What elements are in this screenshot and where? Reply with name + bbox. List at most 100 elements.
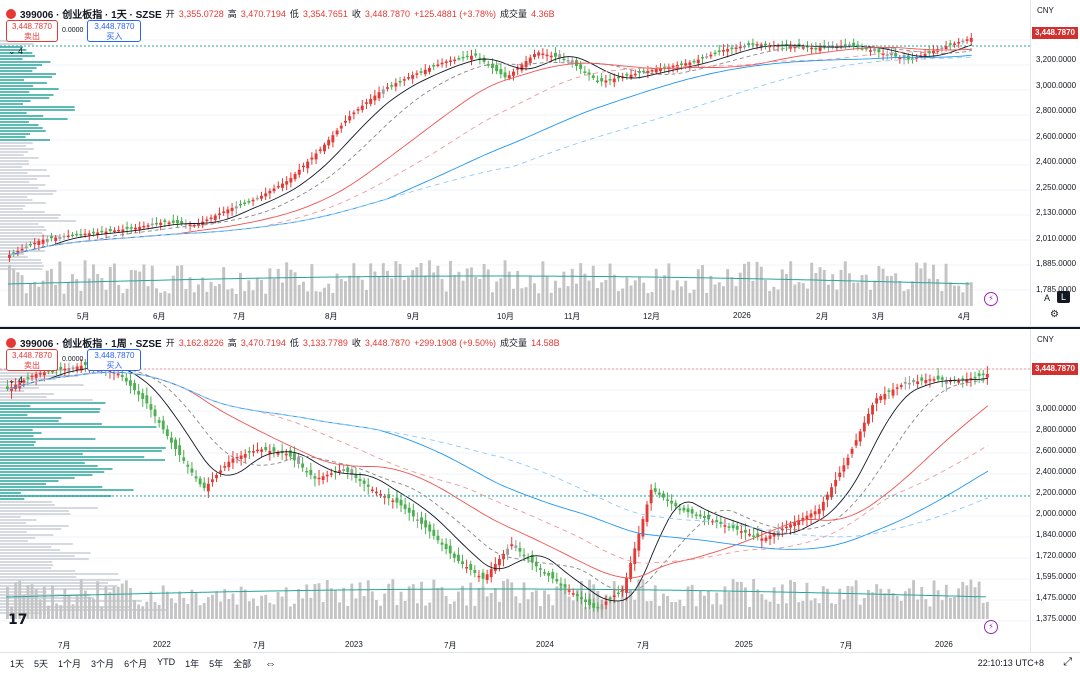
volume-bar: [927, 278, 931, 306]
daily-symbol[interactable]: 399006 · 创业板指 · 1天 · SZSE: [20, 10, 162, 21]
candle: [625, 74, 629, 76]
candle: [563, 584, 567, 588]
daily-chart-canvas[interactable]: [0, 0, 1030, 326]
weekly-chart-canvas[interactable]: [0, 329, 1030, 652]
volume-profile-bar: [0, 49, 27, 51]
candle: [730, 47, 734, 50]
currency-label[interactable]: CNY: [1037, 335, 1054, 344]
volume-bar: [764, 279, 767, 306]
volume-bar: [498, 601, 501, 619]
volume-bar: [881, 268, 885, 306]
lightning-icon[interactable]: ⚡: [984, 292, 998, 306]
indicators-collapse-button[interactable]: ⌄ 4: [8, 375, 24, 385]
timeframe-4[interactable]: 6个月: [124, 659, 148, 669]
candle: [510, 544, 514, 547]
volume-bar: [856, 282, 860, 306]
candle: [747, 43, 751, 46]
tradingview-logo[interactable]: 𝟭𝟳: [8, 611, 28, 627]
y-axis-label: 2,800.0000: [1036, 106, 1077, 115]
weekly-symbol[interactable]: 399006 · 创业板指 · 1周 · SZSE: [20, 339, 162, 350]
volume-profile-bar: [0, 178, 38, 180]
volume-bar: [617, 291, 620, 306]
weekly-price-axis[interactable]: CNY: [1030, 329, 1080, 652]
candle: [834, 479, 838, 487]
lightning-icon[interactable]: ⚡: [984, 620, 998, 634]
volume-bar: [860, 275, 864, 306]
x-axis-label: 7月: [637, 641, 650, 650]
date-range-icon[interactable]: ⇔: [265, 657, 277, 670]
candle: [867, 413, 870, 424]
timeframe-8[interactable]: 全部: [233, 659, 252, 669]
buy-button[interactable]: 3,448.7870 买入: [87, 20, 142, 42]
candle: [924, 379, 928, 384]
volume-profile-bar: [0, 190, 57, 192]
volume-bar: [701, 265, 704, 306]
candle: [843, 44, 847, 46]
volume-profile-bar: [0, 265, 44, 267]
candle: [596, 80, 599, 83]
volume-profile-bar: [0, 381, 29, 383]
y-axis-label: 2,010.0000: [1036, 233, 1077, 243]
candle: [354, 474, 358, 478]
volume-profile-bar: [0, 256, 28, 258]
volume-bar: [520, 288, 524, 306]
settings-gear-icon[interactable]: ⚙: [1050, 309, 1059, 320]
candle: [71, 367, 75, 369]
candle: [541, 53, 545, 56]
volume-bar: [659, 278, 662, 306]
sell-button[interactable]: 3,448.7870 卖出: [6, 20, 58, 42]
volume-bar: [638, 276, 641, 306]
log-scale-button[interactable]: L: [1057, 291, 1071, 303]
candle: [551, 572, 555, 579]
x-axis-label: 2022: [153, 640, 171, 649]
volume-bar: [125, 288, 129, 306]
auto-scale-button[interactable]: A: [1044, 293, 1051, 303]
volume-bar: [436, 265, 440, 306]
timeframe-0[interactable]: 1天: [10, 659, 25, 669]
candle: [235, 456, 239, 459]
volume-bar: [423, 275, 427, 306]
volume-bar: [465, 268, 469, 306]
candle: [579, 64, 583, 70]
candle: [469, 564, 473, 570]
volume-profile-bar: [0, 100, 31, 102]
volume-bar: [743, 263, 746, 306]
indicators-collapse-button[interactable]: ⌄ 4: [8, 46, 24, 56]
candle: [927, 50, 931, 53]
fullscreen-icon[interactable]: ⤢: [1063, 656, 1072, 668]
candle: [751, 43, 755, 45]
candle: [860, 48, 864, 50]
volume-bar: [852, 282, 856, 306]
candle: [936, 375, 940, 380]
timeframe-5[interactable]: YTD: [157, 657, 176, 667]
candle: [12, 252, 16, 254]
sell-button[interactable]: 3,448.7870 卖出: [6, 349, 58, 371]
timeframe-2[interactable]: 1个月: [58, 659, 82, 669]
candle: [789, 524, 792, 528]
candle: [671, 65, 675, 68]
volume-profile-bar: [0, 85, 34, 87]
volume-bar: [424, 605, 428, 619]
timeframe-3[interactable]: 3个月: [91, 659, 115, 669]
candle: [764, 537, 768, 541]
candle: [690, 509, 694, 514]
candle: [436, 535, 440, 541]
volume-bar: [457, 271, 461, 306]
clock[interactable]: 22:10:13 UTC+8: [977, 658, 1044, 668]
currency-label[interactable]: CNY: [1037, 6, 1054, 15]
timeframe-6[interactable]: 1年: [185, 659, 200, 669]
buy-button[interactable]: 3,448.7870 买入: [87, 349, 142, 371]
volume-bar: [83, 590, 87, 619]
candle: [339, 125, 343, 129]
volume-profile-bar: [0, 585, 118, 587]
volume-bar: [838, 588, 842, 619]
volume-bar: [530, 591, 534, 619]
timeframe-7[interactable]: 5年: [209, 659, 224, 669]
timeframe-1[interactable]: 5天: [34, 659, 49, 669]
daily-price-axis[interactable]: CNY: [1030, 0, 1080, 326]
volume-profile-bar: [0, 61, 51, 63]
candle: [100, 230, 104, 233]
candle: [239, 455, 243, 459]
